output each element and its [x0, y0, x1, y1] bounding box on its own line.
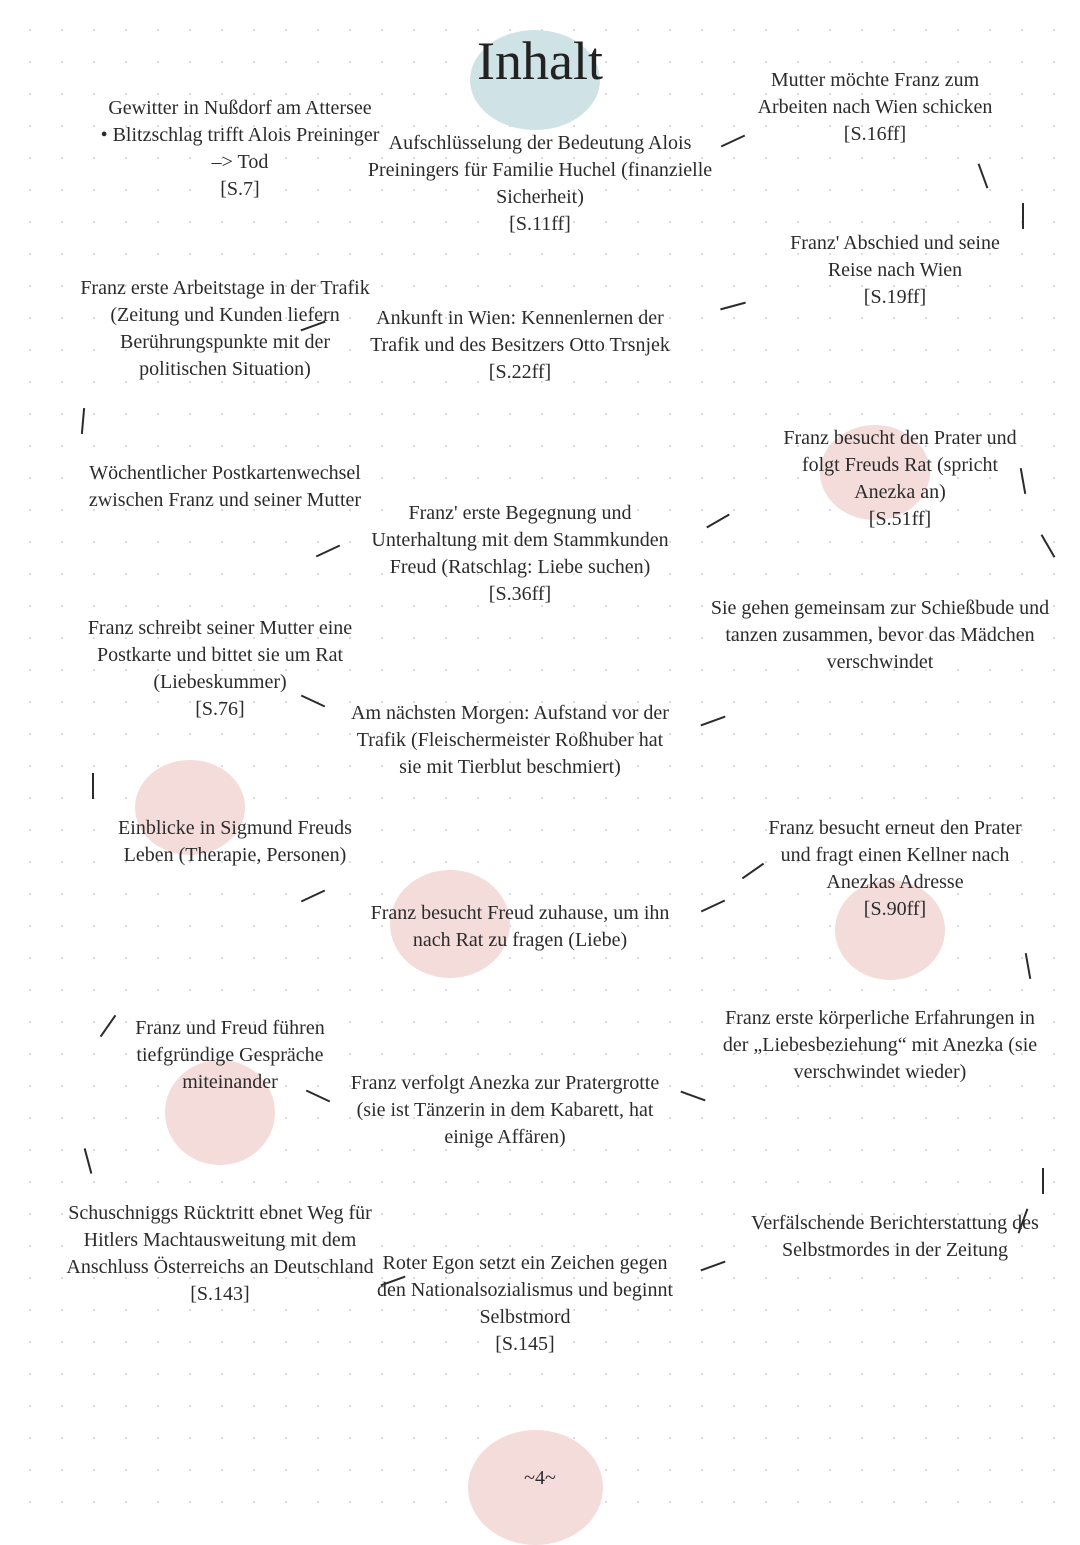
mindmap-node: Gewitter in Nußdorf am Attersee• Blitzsc… [100, 95, 380, 203]
mindmap-node: Franz erste Arbeitstage in der Trafik (Z… [75, 275, 375, 383]
mindmap-node: Ankunft in Wien: Kennenlernen der Trafik… [355, 305, 685, 386]
page-title: Inhalt [477, 30, 603, 92]
mindmap-node: Franz' Abschied und seine Reise nach Wie… [770, 230, 1020, 311]
mindmap-node: Mutter möchte Franz zum Arbeiten nach Wi… [735, 67, 1015, 148]
mindmap-node: Am nächsten Morgen: Aufstand vor der Tra… [345, 700, 675, 781]
connector-dash [92, 773, 94, 799]
mindmap-node: Wöchentlicher Postkartenwechsel zwischen… [70, 460, 380, 514]
page-number: ~4~ [524, 1467, 556, 1490]
mindmap-node: Aufschlüsselung der Bedeutung Alois Prei… [365, 130, 715, 238]
mindmap-node: Franz schreibt seiner Mutter eine Postka… [60, 615, 380, 723]
mindmap-node: Einblicke in Sigmund Freuds Leben (Thera… [105, 815, 365, 869]
mindmap-node: Franz und Freud führen tiefgründige Gesp… [100, 1015, 360, 1096]
mindmap-node: Verfälschende Berichterstattung des Selb… [750, 1210, 1040, 1264]
mindmap-node: Franz' erste Begegnung und Unterhaltung … [355, 500, 685, 608]
mindmap-node: Franz verfolgt Anezka zur Pratergrotte (… [345, 1070, 665, 1151]
mindmap-node: Franz erste körperliche Erfahrungen in d… [720, 1005, 1040, 1086]
connector-dash [1042, 1168, 1044, 1194]
mindmap-node: Roter Egon setzt ein Zeichen gegen den N… [370, 1250, 680, 1358]
mindmap-node: Schuschniggs Rücktritt ebnet Weg für Hit… [60, 1200, 380, 1308]
mindmap-node: Franz besucht den Prater und folgt Freud… [770, 425, 1030, 533]
connector-dash [1022, 203, 1024, 229]
mindmap-node: Franz besucht Freud zuhause, um ihn nach… [370, 900, 670, 954]
mindmap-node: Sie gehen gemeinsam zur Schießbude und t… [710, 595, 1050, 676]
mindmap-node: Franz besucht erneut den Prater und frag… [760, 815, 1030, 923]
